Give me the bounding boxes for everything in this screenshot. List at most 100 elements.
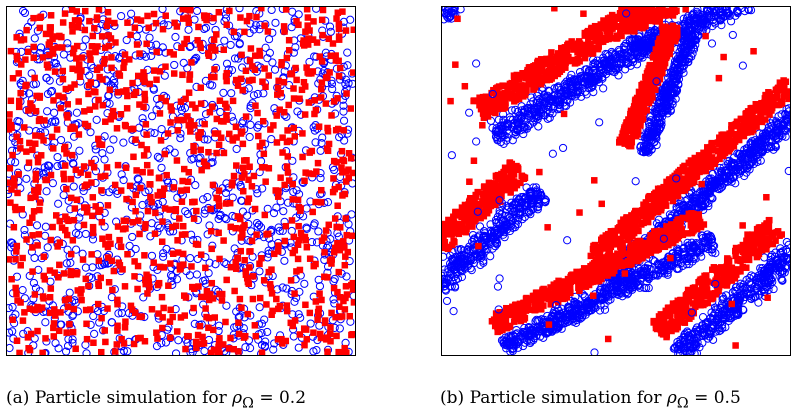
particle-red-square (312, 198, 319, 206)
particle-blue-circle (679, 14, 688, 23)
particle-red-square (766, 111, 773, 118)
particle-red-square (74, 17, 82, 24)
particle-blue-circle (208, 81, 217, 90)
particle-red-square (277, 174, 284, 181)
particle-blue-circle (20, 8, 30, 18)
particle-blue-circle (571, 78, 580, 87)
particle-red-square (122, 164, 130, 171)
particle-red-square (474, 97, 481, 105)
particle-red-square (729, 141, 736, 149)
particle-blue-circle (651, 131, 660, 140)
particle-red-square (38, 304, 46, 311)
particle-blue-circle (701, 13, 710, 22)
particle-red-square (28, 104, 36, 111)
particle-red-square (742, 113, 750, 121)
particle-blue-circle (272, 203, 281, 212)
particle-red-square (267, 284, 275, 292)
particle-blue-circle (68, 335, 77, 344)
particle-red-square (746, 115, 754, 123)
particle-red-square (274, 91, 281, 98)
particle-blue-circle (713, 13, 723, 22)
particle-blue-circle (32, 221, 42, 230)
particle-red-square (595, 25, 603, 33)
particle-red-square (62, 85, 70, 93)
particle-red-square (617, 219, 624, 227)
particle-red-square (91, 103, 99, 110)
particle-blue-circle (8, 302, 17, 312)
particle-blue-circle (530, 107, 539, 116)
particle-red-square (120, 340, 128, 347)
particle-red-square (150, 10, 158, 18)
particle-red-square (88, 179, 95, 186)
particle-blue-circle (611, 50, 620, 59)
particle-blue-circle (577, 92, 586, 101)
particle-red-square (106, 86, 114, 94)
particle-red-square (242, 268, 249, 275)
particle-red-square (487, 99, 494, 106)
particle-red-square (216, 255, 223, 263)
particle-red-square (590, 33, 598, 41)
particle-red-square (99, 76, 106, 83)
particle-red-square (74, 287, 82, 294)
particle-red-square (544, 71, 552, 78)
particle-blue-circle (158, 197, 167, 206)
particle-blue-circle (456, 6, 465, 14)
particle-red-square (46, 24, 54, 31)
particle-red-square (708, 154, 716, 161)
particle-red-square (96, 141, 103, 148)
particle-red-square (51, 312, 59, 319)
particle-blue-circle (275, 226, 284, 235)
particle-blue-circle (179, 58, 188, 67)
particle-red-square (242, 271, 250, 278)
particle-red-square (562, 64, 569, 71)
particle-red-square (198, 166, 205, 174)
particle-blue-circle (222, 59, 232, 68)
particle-red-square (656, 17, 664, 25)
particle-blue-circle (239, 324, 248, 333)
particle-blue-circle (191, 181, 200, 190)
particle-red-square (160, 185, 168, 192)
particle-red-square (588, 24, 595, 32)
particle-blue-circle (176, 134, 185, 143)
particle-red-square (184, 14, 191, 21)
particle-red-square (81, 120, 89, 128)
particle-red-square (56, 32, 63, 40)
particle-red-square (274, 84, 282, 92)
particle-red-square (242, 67, 250, 75)
particle-red-square (192, 338, 200, 346)
particle-red-square (168, 107, 175, 114)
particle-red-square (189, 101, 196, 108)
particle-red-square (246, 57, 254, 64)
particle-blue-circle (220, 36, 229, 45)
particle-red-square (504, 86, 511, 93)
particle-red-square (511, 85, 519, 93)
particle-red-square (608, 11, 616, 19)
particle-red-square (13, 133, 20, 141)
particle-blue-circle (643, 131, 652, 140)
particle-blue-circle (204, 269, 213, 278)
particle-blue-circle (639, 40, 648, 49)
particle-red-square (32, 193, 39, 201)
particle-red-square (213, 115, 221, 123)
particle-red-square (12, 256, 19, 263)
particle-blue-circle (263, 327, 272, 337)
particle-blue-circle (341, 80, 350, 89)
particle-blue-circle (253, 189, 262, 198)
particle-red-square (306, 149, 313, 156)
particle-red-square (284, 153, 292, 160)
particle-blue-circle (220, 258, 229, 267)
particle-red-square (656, 6, 663, 12)
particle-blue-circle (192, 270, 202, 279)
particle-red-square (320, 234, 328, 241)
particle-blue-circle (93, 250, 102, 259)
particle-red-square (632, 16, 639, 24)
particle-blue-circle (311, 138, 320, 147)
particle-red-square (97, 348, 105, 356)
particle-blue-circle (282, 284, 291, 293)
particle-red-square (170, 184, 178, 191)
particle-red-square (345, 174, 353, 182)
particle-red-square (220, 46, 228, 54)
particle-red-square (27, 194, 34, 202)
particle-red-square (705, 151, 712, 159)
particle-red-square (210, 36, 218, 44)
